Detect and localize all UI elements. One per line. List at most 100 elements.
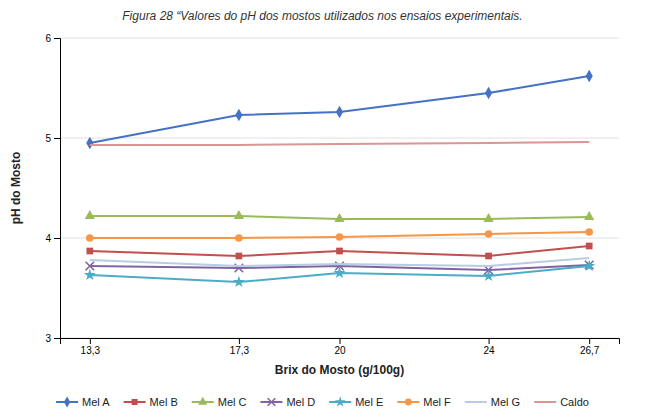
x-tick-mark — [589, 338, 590, 344]
series-marker — [336, 106, 343, 118]
legend-label: Caldo — [560, 396, 589, 408]
x-tick-label: 26,7 — [580, 345, 600, 356]
legend-label: Mel F — [423, 396, 451, 408]
x-axis-title: Brix do Mosto (g/100g) — [275, 363, 404, 377]
x-tick-label: 13,3 — [81, 345, 101, 356]
y-tick: 4 — [45, 233, 60, 244]
series-marker — [336, 248, 343, 255]
y-tick-label: 3 — [45, 333, 51, 344]
legend-marker — [405, 399, 412, 406]
series-marker — [485, 253, 492, 260]
y-tick-label: 5 — [45, 133, 51, 144]
x-tick-mark — [340, 338, 341, 344]
series-marker — [85, 210, 95, 219]
y-tick-mark — [54, 38, 60, 39]
legend-label: Mel G — [491, 396, 520, 408]
y-tick-label: 6 — [45, 33, 51, 44]
legend-item: Mel B — [124, 396, 178, 408]
legend-marker — [198, 397, 207, 405]
series-marker — [234, 210, 244, 219]
series-marker — [483, 213, 493, 222]
legend-label: Mel A — [82, 396, 110, 408]
series-line — [90, 258, 589, 266]
chart: Figura 28 “Valores do pH dos mostos util… — [0, 0, 645, 418]
series-line — [90, 76, 589, 143]
legend-item: Mel F — [397, 396, 451, 408]
y-tick-mark — [54, 138, 60, 139]
series-marker — [86, 248, 93, 255]
grid — [60, 38, 619, 338]
series-line — [90, 142, 589, 145]
series-marker — [485, 87, 492, 99]
x-tick-label: 24 — [484, 345, 496, 356]
series — [86, 243, 592, 260]
series-marker — [485, 230, 493, 238]
x-tick: 17,3 — [230, 338, 250, 356]
x-axis: 13,3 17,3 20 24 26,7 — [61, 338, 620, 356]
legend-label: Mel B — [150, 396, 178, 408]
x-tick: 24 — [484, 338, 496, 356]
y-tick-label: 4 — [45, 233, 51, 244]
x-tick: 20 — [334, 338, 346, 356]
legend-item: Mel G — [465, 396, 520, 408]
x-tick-mark — [90, 338, 91, 344]
series — [86, 70, 593, 149]
series — [90, 258, 589, 266]
legend-swatch — [534, 401, 556, 403]
y-axis-line — [54, 39, 61, 339]
series-marker — [86, 234, 94, 242]
series-marker — [586, 243, 593, 250]
series — [86, 228, 593, 242]
legend-label: Mel D — [286, 396, 315, 408]
series-marker — [336, 233, 344, 241]
legend-item: Mel E — [329, 396, 383, 408]
legend-item: Mel A — [56, 396, 110, 408]
series-line — [90, 246, 589, 256]
legend-swatch — [465, 401, 487, 403]
legend-label: Mel C — [218, 396, 247, 408]
legend-item: Mel D — [260, 396, 315, 408]
legend: Mel A Mel B Mel C Mel D Mel E Mel F Mel G Caldo — [56, 396, 589, 408]
series-marker — [86, 137, 93, 149]
x-tick: 26,7 — [580, 338, 600, 356]
series-line — [90, 266, 589, 282]
series-marker — [584, 211, 594, 220]
legend-marker — [268, 398, 276, 406]
series-marker — [334, 213, 344, 222]
legend-item: Mel C — [192, 396, 247, 408]
legend-marker — [64, 396, 70, 407]
legend-item: Caldo — [534, 396, 589, 408]
series-marker — [84, 269, 96, 280]
y-tick-mark — [54, 238, 60, 239]
series-layer — [84, 70, 595, 287]
y-tick: 6 — [45, 33, 60, 44]
legend-marker — [132, 399, 138, 405]
x-tick-label: 17,3 — [230, 345, 250, 356]
series — [90, 142, 589, 145]
series-marker — [333, 267, 345, 278]
legend-marker — [335, 396, 346, 406]
series-marker — [235, 234, 243, 242]
y-tick-mark — [54, 338, 60, 339]
series — [85, 210, 595, 222]
x-axis-line — [61, 339, 620, 345]
y-tick: 3 — [45, 333, 60, 344]
x-tick-label: 20 — [334, 345, 346, 356]
title: Figura 28 “Valores do pH dos mostos util… — [122, 9, 522, 23]
series-marker — [235, 109, 242, 121]
series-marker — [483, 270, 495, 281]
series-marker — [586, 70, 593, 82]
series-marker — [233, 276, 245, 287]
grid-line — [60, 138, 619, 139]
legend-label: Mel E — [355, 396, 383, 408]
x-tick: 13,3 — [81, 338, 101, 356]
series-marker — [236, 253, 243, 260]
plot: 13,3 17,3 20 24 26,7 3 4 5 6 Brix do Mosto (g/100… — [9, 33, 620, 377]
series-marker — [585, 228, 593, 236]
y-tick: 5 — [45, 133, 60, 144]
grid-line — [60, 38, 619, 39]
series-marker — [583, 260, 595, 271]
x-tick-mark — [239, 338, 240, 344]
y-axis: 3 4 5 6 — [45, 33, 60, 344]
y-axis-title: pH do Mosto — [9, 152, 23, 225]
